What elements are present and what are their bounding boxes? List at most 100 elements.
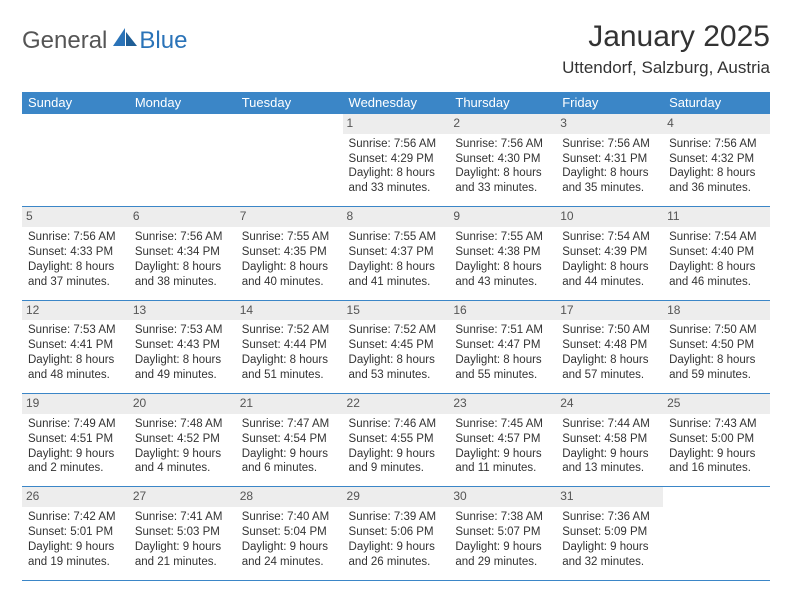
day-info-line: Sunset: 5:00 PM [669,432,764,447]
calendar-day-cell: 20Sunrise: 7:48 AMSunset: 4:52 PMDayligh… [129,394,236,487]
day-info-line: Sunrise: 7:50 AM [562,323,657,338]
day-header: Tuesday [236,92,343,114]
calendar-day-cell [22,114,129,207]
day-info-line: Daylight: 8 hours [562,353,657,368]
day-info-line: Sunrise: 7:39 AM [349,510,444,525]
day-info-line: Sunset: 4:34 PM [135,245,230,260]
day-header: Sunday [22,92,129,114]
day-info-line: Daylight: 9 hours [242,447,337,462]
day-info-line: and 21 minutes. [135,555,230,570]
day-info-line: Sunrise: 7:44 AM [562,417,657,432]
day-info-line: Sunset: 4:45 PM [349,338,444,353]
day-info-line: Daylight: 9 hours [349,447,444,462]
day-info-line: Sunrise: 7:49 AM [28,417,123,432]
day-info-line: and 46 minutes. [669,275,764,290]
calendar-day-cell: 27Sunrise: 7:41 AMSunset: 5:03 PMDayligh… [129,487,236,580]
day-info-line: Daylight: 8 hours [455,166,550,181]
day-info-line: Sunrise: 7:56 AM [135,230,230,245]
calendar-week-row: 19Sunrise: 7:49 AMSunset: 4:51 PMDayligh… [22,394,770,487]
day-info-line: and 57 minutes. [562,368,657,383]
logo-text-general: General [22,27,107,55]
day-info-line: and 33 minutes. [349,181,444,196]
day-number: 31 [556,487,663,507]
day-info-line: and 59 minutes. [669,368,764,383]
day-info-line: Daylight: 8 hours [669,166,764,181]
location-text: Uttendorf, Salzburg, Austria [562,58,770,78]
day-number: 8 [343,207,450,227]
day-info-line: Sunrise: 7:41 AM [135,510,230,525]
day-number: 6 [129,207,236,227]
day-number: 11 [663,207,770,227]
calendar-body: 1Sunrise: 7:56 AMSunset: 4:29 PMDaylight… [22,114,770,581]
day-number: 12 [22,301,129,321]
day-header: Saturday [663,92,770,114]
day-info-line: Sunrise: 7:43 AM [669,417,764,432]
calendar-week-row: 12 Sunrise: 7:53 AMSunset: 4:41 PM Dayligh… [22,300,770,393]
calendar-day-cell: 15Sunrise: 7:52 AMSunset: 4:45 PMDayligh… [343,300,450,393]
day-info-line: Daylight: 8 hours [455,260,550,275]
day-number: 26 [22,487,129,507]
day-info-line: Sunset: 4:54 PM [242,432,337,447]
day-info-line: Daylight: 8 hours [135,260,230,275]
day-info-line: Daylight: 8 hours [349,260,444,275]
header: General Blue January 2025 Uttendorf, Sal… [22,20,770,78]
day-info-line: Daylight: 9 hours [242,540,337,555]
day-info-line: Sunrise: 7:46 AM [349,417,444,432]
calendar-day-cell: 25Sunrise: 7:43 AMSunset: 5:00 PMDayligh… [663,394,770,487]
day-info-line: Sunrise: 7:55 AM [349,230,444,245]
day-number: 24 [556,394,663,414]
day-info-line: Daylight: 9 hours [349,540,444,555]
calendar-day-cell: 2Sunrise: 7:56 AMSunset: 4:30 PMDaylight… [449,114,556,207]
day-number: 2 [449,114,556,134]
calendar-day-cell [129,114,236,207]
calendar-day-cell: 14Sunrise: 7:52 AMSunset: 4:44 PMDayligh… [236,300,343,393]
day-number: 20 [129,394,236,414]
day-info-line: and 41 minutes. [349,275,444,290]
day-info-line: Daylight: 8 hours [242,260,337,275]
calendar-day-cell: 11Sunrise: 7:54 AMSunset: 4:40 PMDayligh… [663,207,770,300]
day-info-line: Daylight: 8 hours [669,353,764,368]
day-info-line: Sunrise: 7:45 AM [455,417,550,432]
day-info-line: and 16 minutes. [669,461,764,476]
calendar-day-cell: 23Sunrise: 7:45 AMSunset: 4:57 PMDayligh… [449,394,556,487]
day-number: 19 [22,394,129,414]
day-info-line: Sunset: 4:50 PM [669,338,764,353]
calendar-day-cell: 30Sunrise: 7:38 AMSunset: 5:07 PMDayligh… [449,487,556,580]
day-info-line: and 49 minutes. [135,368,230,383]
day-info-line: and 9 minutes. [349,461,444,476]
day-info-line: Daylight: 8 hours [242,353,337,368]
day-info-line: and 26 minutes. [349,555,444,570]
day-header-row: Sunday Monday Tuesday Wednesday Thursday… [22,92,770,114]
day-info-line: Sunset: 4:55 PM [349,432,444,447]
day-info-line: Sunrise: 7:56 AM [669,137,764,152]
day-number: 29 [343,487,450,507]
calendar-day-cell: 22Sunrise: 7:46 AMSunset: 4:55 PMDayligh… [343,394,450,487]
logo: General Blue [22,26,187,55]
day-info-line: and 2 minutes. [28,461,123,476]
day-number: 7 [236,207,343,227]
day-number: 15 [343,301,450,321]
calendar-day-cell: 13Sunrise: 7:53 AMSunset: 4:43 PMDayligh… [129,300,236,393]
day-info-line: Sunset: 5:09 PM [562,525,657,540]
day-info-line: and 48 minutes. [28,368,123,383]
day-number: 25 [663,394,770,414]
day-info-line: Sunset: 4:31 PM [562,152,657,167]
day-info-line: and 55 minutes. [455,368,550,383]
day-number: 16 [449,301,556,321]
day-number: 27 [129,487,236,507]
day-info-line: and 33 minutes. [455,181,550,196]
calendar-day-cell: 28Sunrise: 7:40 AMSunset: 5:04 PMDayligh… [236,487,343,580]
day-info-line: Sunset: 4:30 PM [455,152,550,167]
day-info-line: Daylight: 9 hours [28,540,123,555]
day-info-line: Daylight: 8 hours [455,353,550,368]
day-info-line: Sunrise: 7:52 AM [242,323,337,338]
day-info-line: Sunrise: 7:40 AM [242,510,337,525]
day-info-line: and 35 minutes. [562,181,657,196]
day-info-line: Sunrise: 7:53 AM [28,323,123,338]
day-info-line: Sunrise: 7:50 AM [669,323,764,338]
day-info-line: Sunset: 4:41 PM [28,338,123,353]
day-info-line: and 6 minutes. [242,461,337,476]
day-info-line: Daylight: 8 hours [349,166,444,181]
day-info-line: and 37 minutes. [28,275,123,290]
day-info-line: Daylight: 8 hours [562,166,657,181]
